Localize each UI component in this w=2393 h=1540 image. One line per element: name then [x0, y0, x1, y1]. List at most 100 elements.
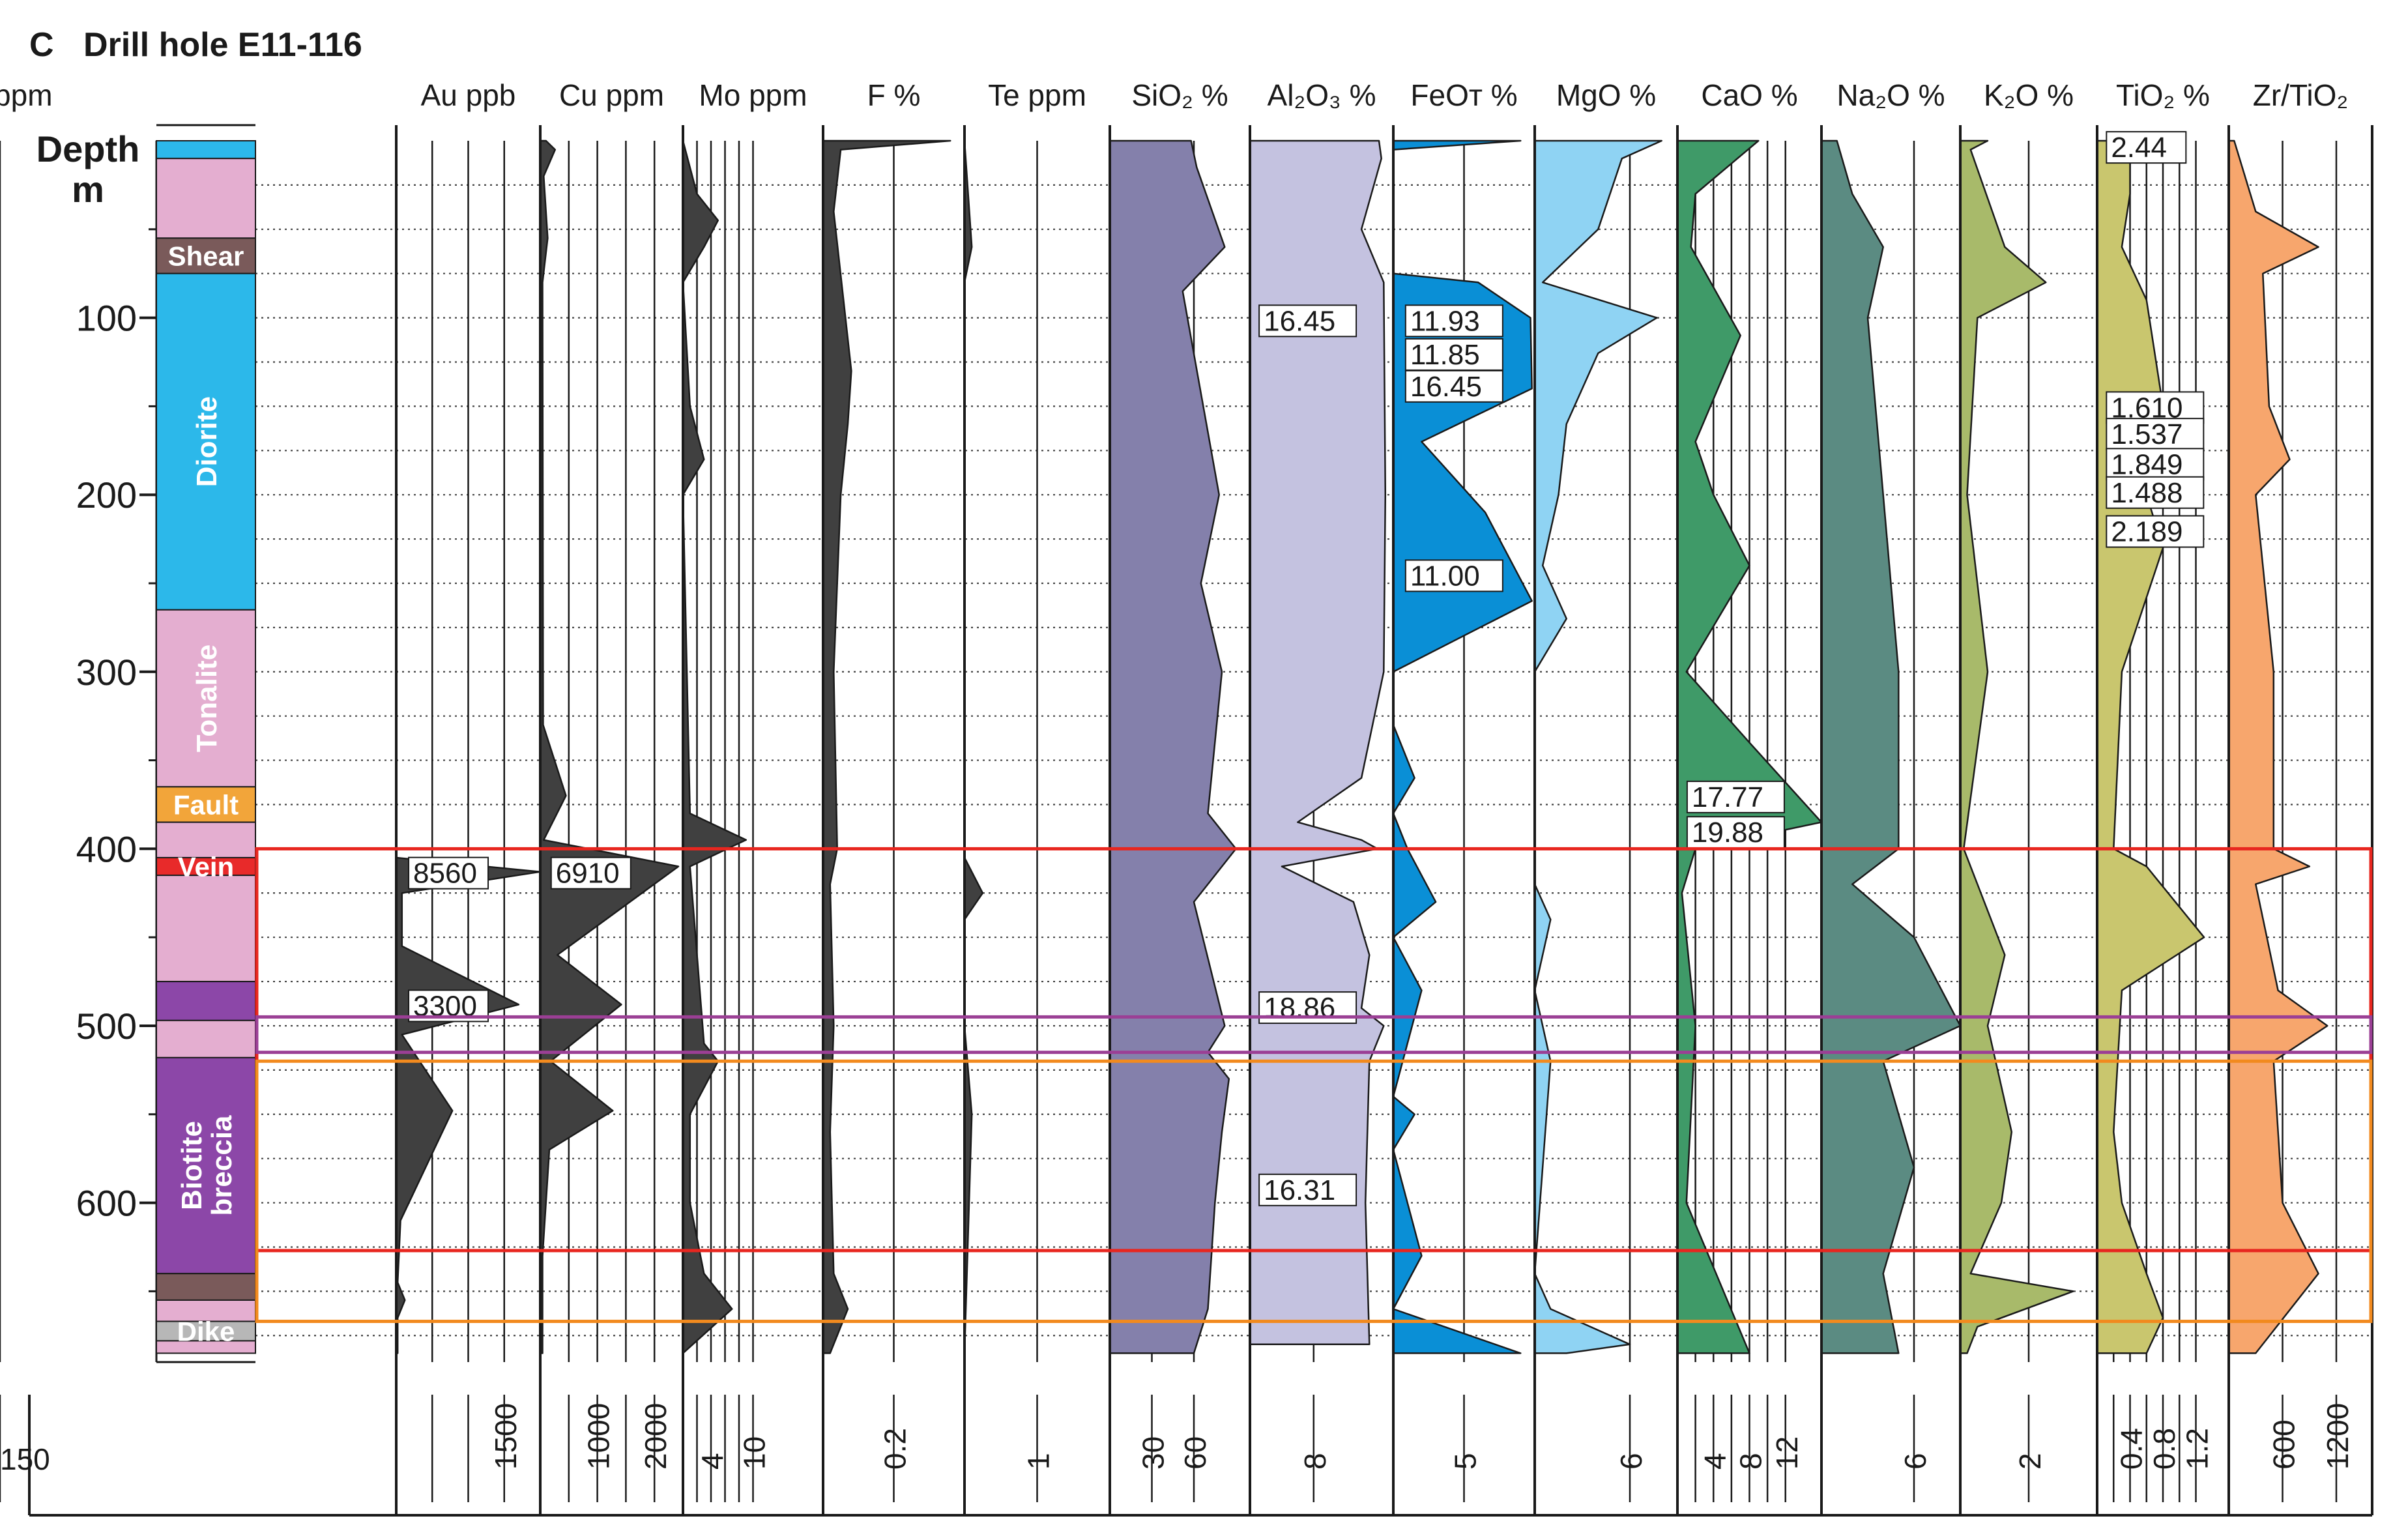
lithology-unit [156, 609, 256, 788]
lithology-unit [156, 272, 256, 611]
annotation-label: 11.85 [1410, 339, 1480, 371]
annotation-label: 2.44 [2111, 132, 2167, 164]
column-zrtio2: 600 1200 Zr/TiO₂ [2227, 78, 2355, 1502]
annotation-box [2106, 476, 2205, 509]
axis-tick-label: 4 [1698, 1453, 1732, 1470]
annotation-box [550, 856, 631, 890]
annotation-box [2106, 448, 2205, 481]
axis-tick-label: 2 [2013, 1453, 2047, 1470]
profile-area [682, 139, 747, 1354]
lithology-unit [156, 1320, 256, 1342]
annotation-box [2106, 515, 2205, 548]
annotation-label: 19.88 [1692, 817, 1763, 849]
axis-tick-label: 600 [2267, 1419, 2301, 1470]
profile-area [1820, 139, 1962, 1354]
annotation-label: 16.45 [1410, 371, 1482, 403]
depth-tick-label: 600 [76, 1183, 137, 1224]
profile-area [2096, 139, 2205, 1354]
lithology-unit [156, 1019, 256, 1058]
lithology-label: breccia [206, 1115, 238, 1216]
axis-tick-label: 1 [1022, 1453, 1056, 1470]
highlight-box [255, 1015, 2373, 1054]
depth-axis: 100 200 300 400 500 600 [76, 141, 158, 1362]
annotation-box [2106, 131, 2187, 164]
plot-area: 100 200 300 400 500 600 Shear Diorite Tonalite Fa… [0, 78, 2373, 1517]
annotation-box [1258, 304, 1357, 338]
depth-tick-label: 500 [76, 1006, 137, 1047]
chart-title: Drill hole E11-116 [83, 26, 362, 64]
profile-area [1533, 139, 1662, 1354]
axis-tick-label: 12 [1770, 1436, 1804, 1470]
axis-tick-label: 0.8 [2147, 1428, 2181, 1470]
annotation-label: 16.45 [1264, 305, 1335, 337]
axis-tick-label: 2000 [639, 1403, 673, 1470]
column-k2o: 2 K₂O % [1959, 78, 2074, 1502]
axis-tick-label: 1.2 [2181, 1428, 2214, 1470]
annotation-box [1258, 1173, 1357, 1206]
lithology-label: Shear [168, 241, 244, 272]
profile-area [2227, 139, 2328, 1354]
annotation-box [2106, 418, 2205, 451]
column-cao: 4 8 12 CaO % 17.77 19.88 [1676, 78, 1823, 1502]
axis-tick-label: 30 [1137, 1436, 1170, 1470]
column-te: 1 Te ppm [963, 78, 1086, 1502]
axis-tick-label: 8 [1734, 1453, 1768, 1470]
depth-tick-label: 300 [76, 652, 137, 693]
annotation-label: 2.189 [2111, 516, 2183, 548]
lithology-label: Fault [173, 789, 239, 820]
column-header: SiO₂ % [1131, 78, 1228, 112]
profile-area [1109, 139, 1237, 1354]
column-na2o: 6 Na₂O % [1820, 78, 1962, 1502]
profile-area [963, 139, 984, 1354]
annotation-box [1404, 559, 1503, 592]
column-f: 0.2 F % [822, 78, 951, 1502]
annotation-label: 18.86 [1264, 992, 1335, 1024]
column-header: FeOᴛ % [1410, 78, 1517, 112]
lithology-label: Biotite [176, 1121, 208, 1210]
annotation-label: 1.849 [2111, 448, 2183, 480]
column-mgo: 6 MgO % [1533, 78, 1662, 1502]
profile-area [1676, 139, 1823, 1354]
lithology-unit [156, 1056, 256, 1275]
column-header: Mo ppm [699, 78, 807, 112]
column-header: Al₂O₃ % [1268, 78, 1376, 112]
axis-tick-label: 60 [1178, 1436, 1212, 1470]
axis-tick-label: 4 [695, 1453, 729, 1470]
axis-tick-label: 5 [1449, 1453, 1483, 1470]
column-header: F % [867, 78, 921, 112]
lithology-unit [156, 1273, 256, 1301]
lithology-unit [156, 1340, 256, 1354]
depth-axis-unit: m [72, 169, 104, 210]
lithology-label: Tonalite [191, 645, 223, 752]
annotation-box [1686, 780, 1785, 813]
axis-tick-label: 8 [1298, 1453, 1332, 1470]
lithology-label: Diorite [191, 396, 223, 487]
column-mo: 4 10 Mo ppm [682, 78, 807, 1502]
column-header: Cu ppm [559, 78, 664, 112]
lithology-unit [156, 158, 256, 239]
highlight-boxes [255, 847, 2373, 1324]
lithology-unit [156, 856, 256, 877]
lithology-unit [156, 875, 256, 983]
axis-tick-label: 0.4 [2115, 1428, 2149, 1470]
column-header: Te ppm [988, 78, 1086, 112]
annotation-label: 8560 [413, 858, 477, 890]
annotation-box [408, 856, 489, 890]
profile-area [539, 139, 680, 1354]
lithology-unit [156, 140, 256, 160]
depth-axis-label: Depth [36, 128, 140, 169]
annotation-label: 6910 [556, 858, 620, 890]
column-header: CaO % [1701, 78, 1797, 112]
column-header: K₂O % [1984, 78, 2074, 112]
lithology-unit [156, 786, 256, 823]
column-al2o3: 8 Al₂O₃ % 16.45 18.86 16.31 [1249, 78, 1387, 1502]
axis-tick-label: 1000 [582, 1403, 616, 1470]
profile-area [395, 139, 542, 1354]
lithology-unit [156, 237, 256, 274]
column-rb: 150 Rb ppm [0, 78, 53, 1502]
annotation-label: 1.537 [2111, 418, 2183, 450]
annotation-box [1404, 370, 1503, 403]
